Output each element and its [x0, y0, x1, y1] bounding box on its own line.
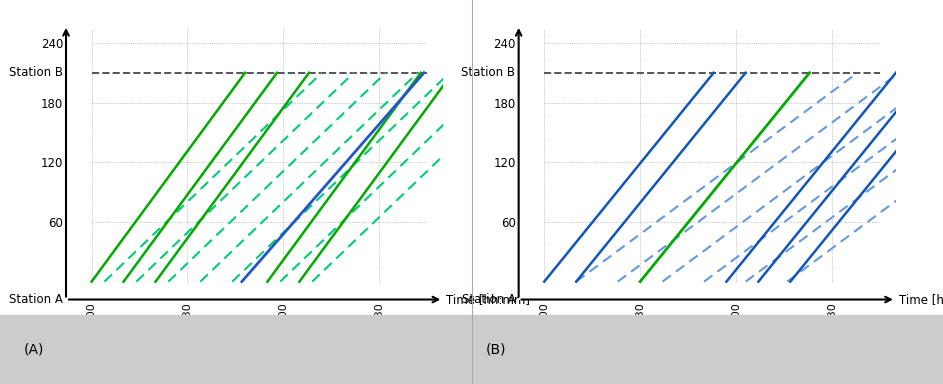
Text: Station B: Station B — [461, 66, 516, 79]
Text: Time [hh:mm]: Time [hh:mm] — [446, 293, 530, 306]
Text: (B): (B) — [486, 343, 506, 356]
Text: Station B: Station B — [8, 66, 63, 79]
Text: (A): (A) — [24, 343, 44, 356]
Text: Station A: Station A — [8, 293, 63, 306]
Text: Time [hh:mm]: Time [hh:mm] — [899, 293, 943, 306]
Text: Station A: Station A — [461, 293, 516, 306]
